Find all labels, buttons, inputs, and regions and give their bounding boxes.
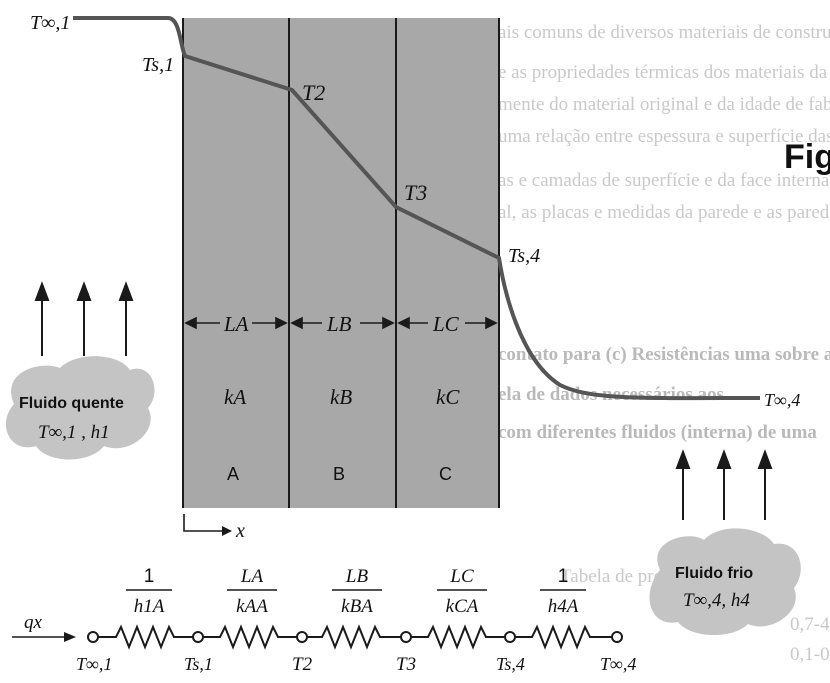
- thickness-lc: LC: [432, 312, 460, 336]
- resistance-fraction: LC kCA: [437, 566, 487, 617]
- thickness-dimensions: [184, 316, 498, 330]
- heat-flux-arrow: [64, 632, 76, 642]
- hot-fluid-cloud: [5, 356, 155, 460]
- bg-line: mente do material original e da idade de…: [498, 94, 830, 115]
- node-label-t3: T3: [396, 654, 416, 675]
- resistance-fraction: 1 h1A: [126, 566, 172, 617]
- cold-fluid-title: Fluido frio: [675, 565, 753, 582]
- bg-line: ais comuns de diversos materiais de cons…: [498, 22, 830, 43]
- fraction-numerator: 1: [558, 566, 569, 587]
- node-t-inf4: [611, 631, 623, 643]
- bg-line: contato para (c) Resistências uma sobre …: [498, 344, 830, 365]
- node-label-t-inf4: T∞,4: [600, 654, 636, 674]
- label-t3: T3: [404, 180, 427, 205]
- label-t2: T2: [302, 80, 325, 105]
- hot-fluid-properties: T∞,1 , h1: [38, 422, 110, 443]
- node-ts1: [192, 631, 204, 643]
- bg-line: as e camadas de superfície e da face int…: [498, 170, 830, 191]
- thermal-circuit: qx T∞,1 Ts,1 T2 T3 Ts,4 T∞,4 1 h1A LA: [12, 566, 636, 675]
- resistance-fraction: 1 h4A: [540, 566, 586, 617]
- node-t2: [296, 631, 308, 643]
- conductivity-kc: kC: [436, 385, 460, 409]
- x-axis-indicator: x: [183, 514, 245, 542]
- fraction-numerator: LA: [240, 566, 264, 587]
- fraction-denominator: kBA: [341, 596, 373, 617]
- bg-line: uma relação entre espessura e superfície…: [498, 126, 830, 147]
- layer-name-c: C: [439, 464, 452, 484]
- conductivity-kb: kB: [330, 385, 352, 409]
- label-ts4: Ts,4: [508, 245, 540, 267]
- node-ts4: [504, 631, 516, 643]
- cold-fluid-arrows: [675, 449, 773, 520]
- resistor-convection-hot: [98, 624, 193, 650]
- conductivity-ka: kA: [224, 385, 246, 409]
- resistance-fraction: LA kAA: [227, 566, 277, 617]
- fraction-denominator: h4A: [548, 596, 579, 617]
- figure-heading: Fig: [784, 138, 830, 176]
- wall: [182, 18, 500, 508]
- label-t-inf4: T∞,4: [764, 390, 800, 410]
- node-t-inf1: [87, 631, 99, 643]
- node-label-ts4: Ts,4: [496, 654, 525, 674]
- background-text: ais comuns de diversos materiais de cons…: [498, 22, 830, 665]
- node-label-t-inf1: T∞,1: [76, 654, 112, 674]
- label-ts1: Ts,1: [142, 54, 174, 76]
- node-label-t2: T2: [292, 654, 313, 675]
- temperature-profile-line: [73, 16, 761, 401]
- label-t-inf1: T∞,1: [30, 12, 70, 34]
- resistance-fraction: LB kBA: [332, 566, 382, 617]
- resistor-conduction-c: [411, 624, 505, 650]
- profile-labels: T∞,1 Ts,1 T2 T3 Ts,4 T∞,4: [30, 12, 800, 410]
- cold-fluid-properties: T∞,4, h4: [683, 590, 750, 611]
- layer-name-b: B: [333, 464, 345, 484]
- node-t3: [400, 631, 412, 643]
- fraction-numerator: 1: [144, 566, 155, 587]
- bg-line: com diferentes fluidos (interna) de uma: [498, 422, 817, 443]
- layer-name-a: A: [227, 464, 239, 484]
- bg-line: 0,7-4,0: [790, 614, 830, 635]
- thickness-la: LA: [223, 312, 249, 336]
- cold-fluid-cloud: [649, 528, 801, 636]
- fraction-denominator: kAA: [236, 596, 268, 617]
- wall-body: [183, 18, 499, 508]
- heat-flux-label: qx: [24, 612, 43, 633]
- fraction-denominator: kCA: [446, 596, 479, 617]
- x-axis-label: x: [235, 520, 245, 542]
- hot-fluid-arrows: [34, 281, 134, 356]
- node-label-ts1: Ts,1: [184, 654, 213, 674]
- resistor-conduction-b: [307, 624, 401, 650]
- fraction-denominator: h1A: [134, 596, 165, 617]
- resistor-convection-cold: [515, 624, 612, 650]
- fraction-numerator: LC: [449, 566, 474, 587]
- bg-line: e as propriedades térmicas dos materiais…: [498, 62, 830, 83]
- bg-line: 0,1-0,5: [790, 644, 830, 665]
- hot-fluid-title: Fluido quente: [19, 395, 124, 412]
- resistor-conduction-a: [203, 624, 297, 650]
- fraction-numerator: LB: [345, 566, 369, 587]
- thickness-lb: LB: [326, 312, 352, 336]
- bg-line: al, as placas e medidas da parede e as p…: [498, 202, 830, 223]
